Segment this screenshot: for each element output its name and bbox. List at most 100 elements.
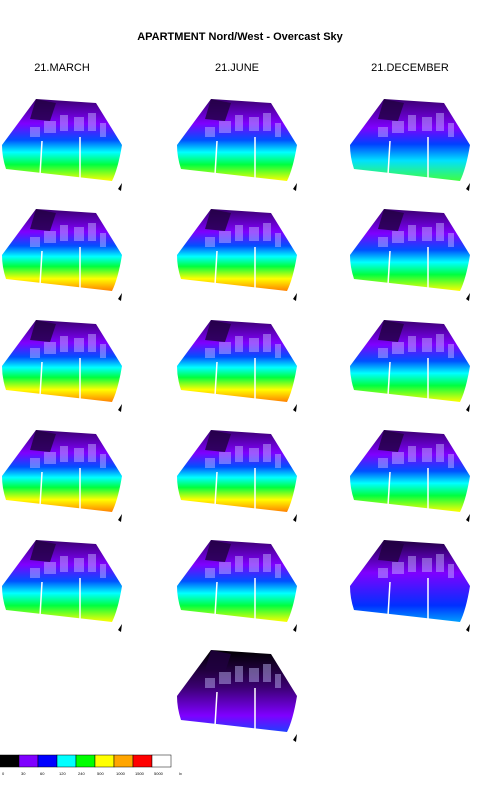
figure-title: APARTMENT Nord/West - Overcast Sky — [137, 31, 343, 43]
wall — [100, 233, 106, 247]
legend-label: 60 — [40, 771, 45, 776]
wall — [100, 123, 106, 137]
wall — [235, 446, 243, 462]
floor-plan — [350, 540, 470, 622]
wall — [44, 342, 56, 354]
floor-plan — [177, 99, 297, 181]
wall — [205, 678, 215, 688]
column-headers: 21.MARCH 21.JUNE 21.DECEMBER — [34, 62, 449, 74]
wall — [436, 444, 444, 462]
column-header: 21.MARCH — [34, 62, 90, 74]
north-arrow — [466, 624, 470, 632]
wall — [88, 334, 96, 352]
floor-plan — [2, 540, 122, 622]
wall — [44, 231, 56, 243]
north-arrow — [118, 293, 122, 301]
roof — [378, 320, 404, 342]
wall — [436, 223, 444, 241]
wall — [88, 444, 96, 462]
wall — [44, 562, 56, 574]
wall — [378, 127, 388, 137]
wall — [422, 558, 432, 572]
wall — [235, 225, 243, 241]
divider — [39, 358, 81, 400]
wall — [205, 237, 215, 247]
divider — [214, 578, 256, 620]
floor-plan — [2, 320, 122, 402]
rendering — [350, 99, 470, 191]
divider — [214, 358, 256, 400]
divider — [214, 137, 256, 179]
roof — [30, 320, 56, 342]
roof — [205, 320, 231, 342]
wall — [408, 446, 416, 462]
legend-label: 30 — [21, 771, 26, 776]
legend-swatch — [37, 754, 58, 768]
floor-plan — [350, 430, 470, 512]
wall — [100, 454, 106, 468]
rendering — [350, 209, 470, 301]
rendering — [2, 99, 122, 191]
wall — [263, 444, 271, 462]
wall — [235, 666, 243, 682]
floor-plan — [177, 650, 297, 732]
wall — [219, 562, 231, 574]
legend-label: 1500 — [135, 771, 145, 776]
divider — [387, 247, 429, 289]
wall — [263, 554, 271, 572]
wall — [30, 127, 40, 137]
roof — [205, 209, 231, 231]
legend-swatch — [56, 754, 77, 768]
wall — [392, 342, 404, 354]
rendering — [350, 540, 470, 632]
wall — [235, 556, 243, 572]
floor-plan — [2, 99, 122, 181]
wall — [448, 344, 454, 358]
rendering — [177, 650, 297, 742]
divider — [39, 578, 81, 620]
roof — [205, 540, 231, 562]
divider — [387, 468, 429, 510]
wall — [219, 231, 231, 243]
renderings — [2, 99, 470, 742]
roof — [30, 540, 56, 562]
wall — [30, 348, 40, 358]
rendering — [350, 320, 470, 412]
floor-plan — [177, 320, 297, 402]
wall — [60, 446, 68, 462]
roof — [30, 430, 56, 452]
wall — [249, 117, 259, 131]
wall — [436, 554, 444, 572]
wall — [422, 227, 432, 241]
wall — [219, 121, 231, 133]
roof — [378, 540, 404, 562]
wall — [205, 568, 215, 578]
wall — [235, 336, 243, 352]
wall — [436, 334, 444, 352]
divider — [214, 247, 256, 289]
wall — [88, 554, 96, 572]
wall — [30, 237, 40, 247]
legend-label: 240 — [78, 771, 85, 776]
wall — [275, 233, 281, 247]
wall — [408, 336, 416, 352]
legend: 0 30 60 120 240 500 1000 1500 5000 lx — [0, 754, 182, 776]
wall — [275, 564, 281, 578]
roof — [378, 99, 404, 121]
roof — [30, 209, 56, 231]
wall — [44, 452, 56, 464]
rendering — [177, 430, 297, 522]
wall — [263, 113, 271, 131]
wall — [74, 117, 84, 131]
wall — [408, 115, 416, 131]
legend-swatch — [113, 754, 134, 768]
north-arrow — [466, 404, 470, 412]
rendering — [177, 99, 297, 191]
rendering — [177, 540, 297, 632]
wall — [378, 348, 388, 358]
wall — [219, 342, 231, 354]
rendering — [2, 209, 122, 301]
divider — [214, 468, 256, 510]
wall — [378, 568, 388, 578]
